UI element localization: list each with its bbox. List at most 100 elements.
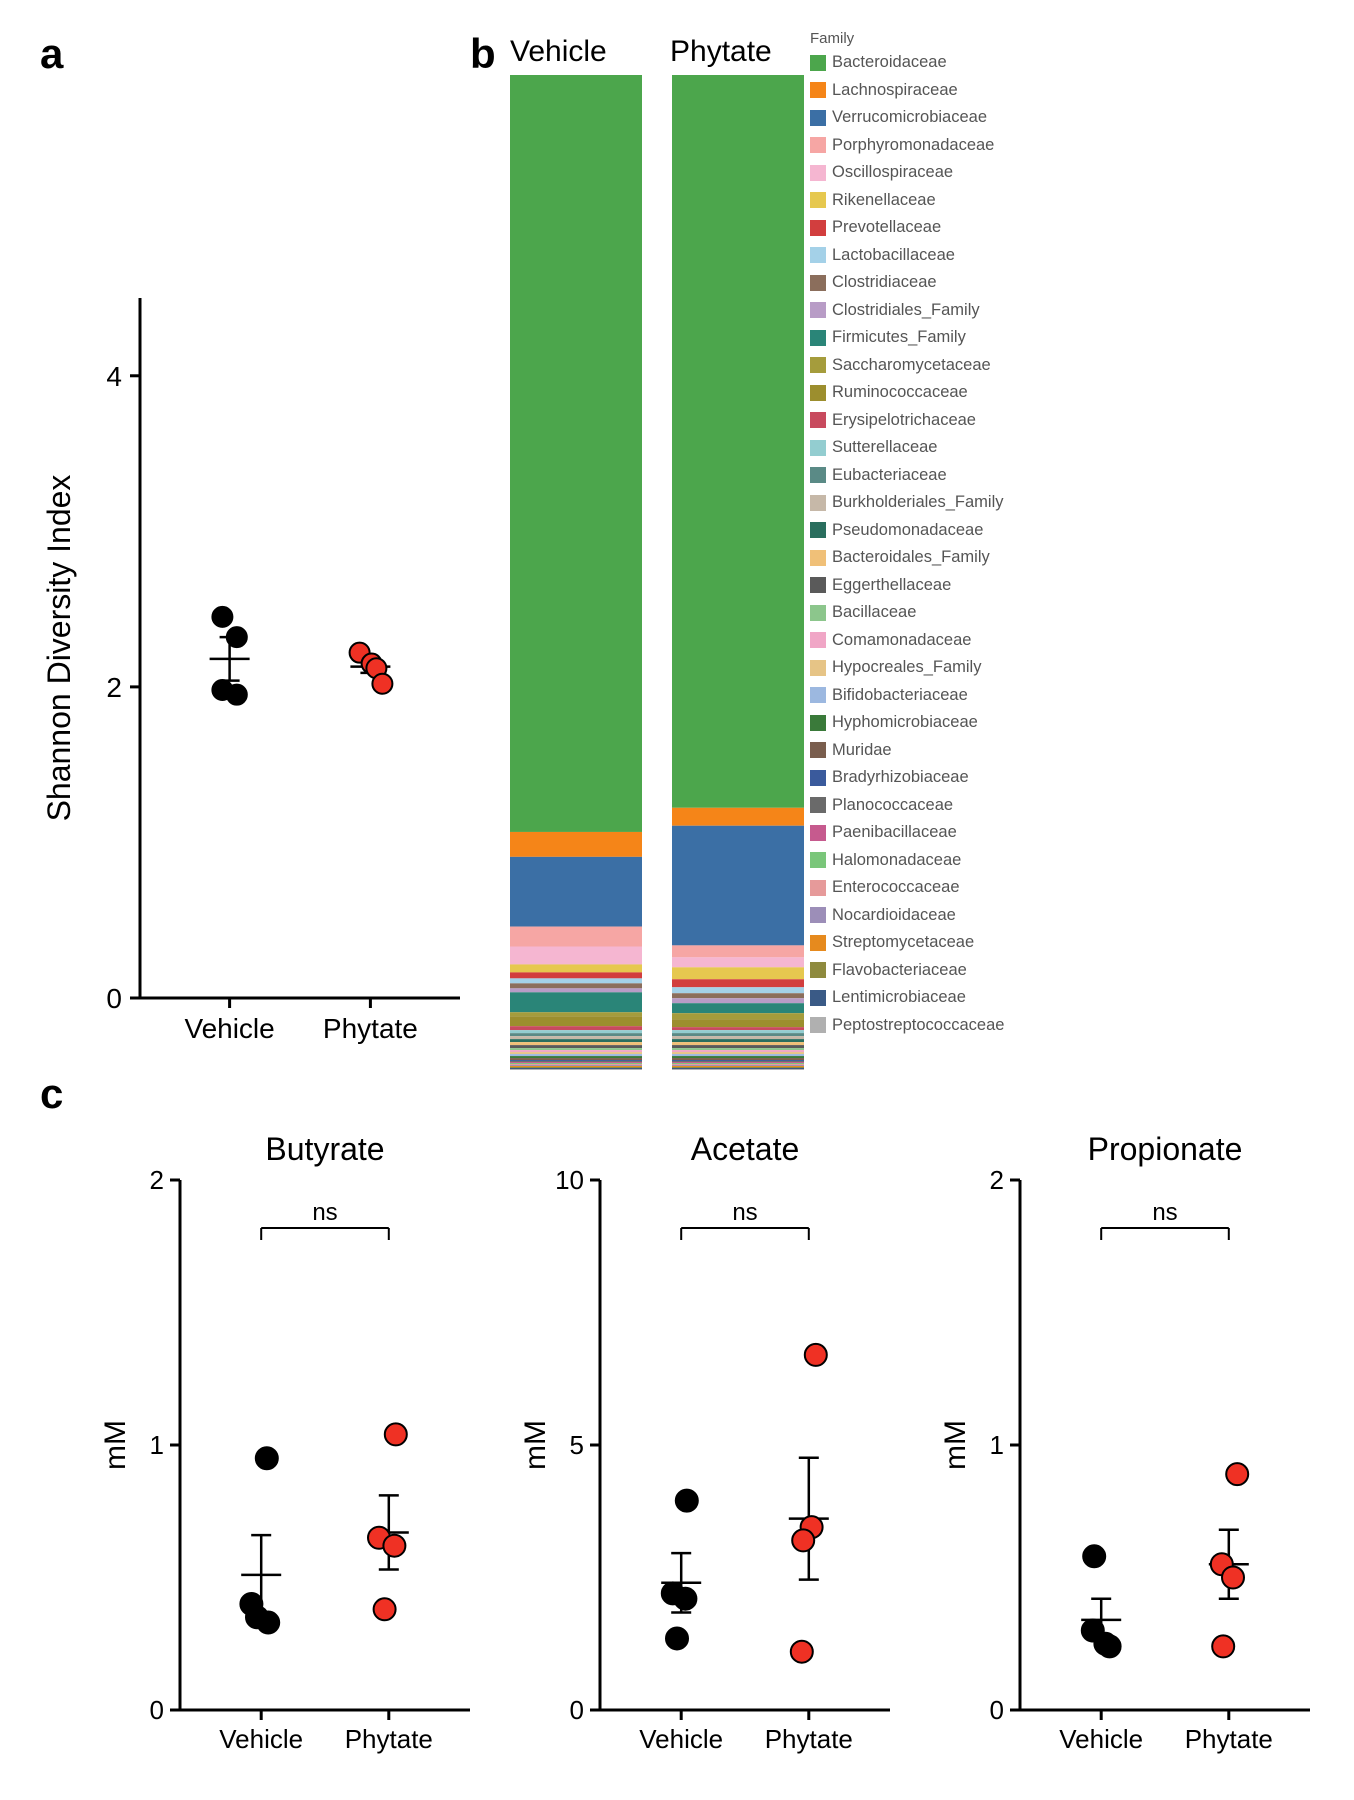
legend-item: Erysipelotrichaceae (810, 407, 1060, 435)
legend-label: Prevotellaceae (832, 218, 941, 237)
legend-item: Paenibacillaceae (810, 819, 1060, 847)
legend-label: Bacillaceae (832, 603, 916, 622)
legend-swatch (810, 550, 826, 566)
legend-swatch (810, 632, 826, 648)
svg-text:5: 5 (570, 1430, 584, 1460)
legend-label: Comamonadaceae (832, 631, 971, 650)
svg-text:0: 0 (106, 983, 122, 1014)
legend-label: Bacteroidaceae (832, 53, 947, 72)
legend-swatch (810, 412, 826, 428)
legend-swatch (810, 907, 826, 923)
legend-item: Bifidobacteriaceae (810, 682, 1060, 710)
legend-swatch (810, 742, 826, 758)
legend-swatch (810, 770, 826, 786)
legend-swatch (810, 660, 826, 676)
panel-c-chart-propionate: Propionate012VehiclePhytatemMns (940, 1130, 1320, 1770)
legend-label: Bacteroidales_Family (832, 548, 990, 567)
svg-text:ns: ns (312, 1199, 337, 1226)
legend-swatch (810, 990, 826, 1006)
legend-label: Clostridiales_Family (832, 301, 980, 320)
panel-c-chart-acetate: Acetate0510VehiclePhytatemMns (520, 1130, 900, 1770)
legend-swatch (810, 55, 826, 71)
panel-a: a 024VehiclePhytateShannon Diversity Ind… (40, 30, 470, 1050)
legend-label: Eggerthellaceae (832, 576, 951, 595)
legend-item: Porphyromonadaceae (810, 132, 1060, 160)
legend-label: Lactobacillaceae (832, 246, 955, 265)
bar-label-phytate: Phytate (670, 35, 772, 69)
legend-label: Bifidobacteriaceae (832, 686, 968, 705)
svg-text:Shannon Diversity Index: Shannon Diversity Index (41, 475, 77, 822)
legend-label: Lachnospiraceae (832, 81, 958, 100)
legend-swatch (810, 247, 826, 263)
panel-a-label: a (40, 30, 470, 78)
legend-swatch (810, 577, 826, 593)
legend-item: Nocardioidaceae (810, 902, 1060, 930)
legend-label: Erysipelotrichaceae (832, 411, 976, 430)
svg-text:Vehicle: Vehicle (1059, 1724, 1143, 1754)
legend-swatch (810, 110, 826, 126)
svg-text:Vehicle: Vehicle (639, 1724, 723, 1754)
legend-item: Muridae (810, 737, 1060, 765)
legend-title: Family (810, 30, 1060, 47)
svg-text:Butyrate: Butyrate (265, 1131, 384, 1167)
legend-swatch (810, 852, 826, 868)
legend-label: Pseudomonadaceae (832, 521, 983, 540)
legend-swatch (810, 137, 826, 153)
legend-swatch (810, 935, 826, 951)
panel-c-label: c (40, 1070, 63, 1118)
svg-text:mM: mM (940, 1420, 972, 1470)
legend-item: Planococcaceae (810, 792, 1060, 820)
legend-label: Burkholderiales_Family (832, 493, 1004, 512)
legend-label: Verrucomicrobiaceae (832, 108, 987, 127)
panel-c: c Butyrate012VehiclePhytatemMns Acetate0… (40, 1070, 1320, 1770)
legend-swatch (810, 82, 826, 98)
legend-item: Ruminococcaceae (810, 379, 1060, 407)
legend-swatch (810, 467, 826, 483)
svg-text:Phytate: Phytate (1185, 1724, 1273, 1754)
legend-swatch (810, 385, 826, 401)
panel-a-chart: 024VehiclePhytateShannon Diversity Index (40, 278, 470, 1058)
legend-item: Streptomycetaceae (810, 929, 1060, 957)
legend-item: Peptostreptococcaceae (810, 1012, 1060, 1040)
legend-swatch (810, 880, 826, 896)
legend-label: Muridae (832, 741, 892, 760)
legend-item: Sutterellaceae (810, 434, 1060, 462)
legend-label: Nocardioidaceae (832, 906, 956, 925)
svg-text:Phytate: Phytate (323, 1013, 418, 1044)
svg-text:Vehicle: Vehicle (219, 1724, 303, 1754)
legend-item: Prevotellaceae (810, 214, 1060, 242)
legend-swatch (810, 275, 826, 291)
legend-swatch (810, 495, 826, 511)
legend-item: Bacillaceae (810, 599, 1060, 627)
svg-text:ns: ns (1152, 1199, 1177, 1226)
svg-text:10: 10 (555, 1165, 584, 1195)
legend-swatch (810, 357, 826, 373)
legend-label: Porphyromonadaceae (832, 136, 994, 155)
legend-label: Peptostreptococcaceae (832, 1016, 1004, 1035)
legend-item: Hypocreales_Family (810, 654, 1060, 682)
legend-item: Bradyrhizobiaceae (810, 764, 1060, 792)
legend-item: Bacteroidales_Family (810, 544, 1060, 572)
legend-item: Firmicutes_Family (810, 324, 1060, 352)
legend-label: Hyphomicrobiaceae (832, 713, 978, 732)
legend-label: Flavobacteriaceae (832, 961, 967, 980)
legend-item: Halomonadaceae (810, 847, 1060, 875)
legend-label: Rikenellaceae (832, 191, 936, 210)
legend-swatch (810, 302, 826, 318)
panel-b: b Vehicle Phytate Family BacteroidaceaeL… (480, 30, 1330, 1050)
svg-text:1: 1 (990, 1430, 1004, 1460)
legend-label: Ruminococcaceae (832, 383, 968, 402)
legend-item: Clostridiales_Family (810, 297, 1060, 325)
legend-label: Oscillospiraceae (832, 163, 953, 182)
legend-item: Lentimicrobiaceae (810, 984, 1060, 1012)
bar-label-vehicle: Vehicle (510, 35, 607, 69)
svg-text:Phytate: Phytate (765, 1724, 853, 1754)
legend-swatch (810, 962, 826, 978)
svg-text:4: 4 (106, 361, 122, 392)
legend-item: Saccharomycetaceae (810, 352, 1060, 380)
legend-item: Hyphomicrobiaceae (810, 709, 1060, 737)
legend-item: Bacteroidaceae (810, 49, 1060, 77)
legend-swatch (810, 165, 826, 181)
legend-label: Sutterellaceae (832, 438, 938, 457)
svg-text:2: 2 (106, 672, 122, 703)
